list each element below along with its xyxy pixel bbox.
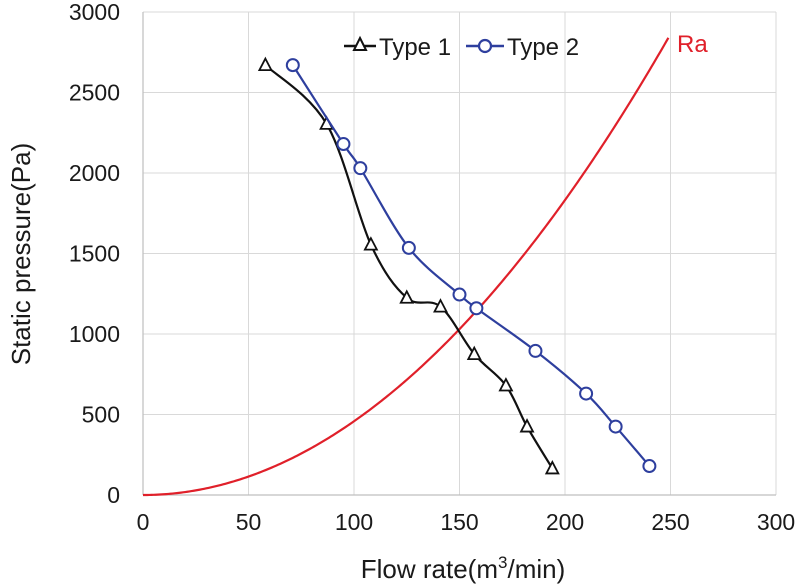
type-2-point-0 [285,58,300,73]
type-1-point-5 [466,345,482,361]
axes [142,12,776,496]
x-axis-title: Flow rate(m3/min) [361,553,566,584]
x-tick-label-100: 100 [335,509,373,535]
y-tick-label-2000: 2000 [69,160,120,186]
type-1-point-0 [257,56,273,72]
y-axis-title: Static pressure(Pa) [6,143,36,366]
type-1-point-6 [498,377,514,392]
type-2-point-8 [608,419,623,434]
y-tick-labels: 0 500 1000 1500 2000 2500 3000 [69,0,120,508]
y-tick-label-1500: 1500 [69,241,120,267]
type-2-line [291,64,651,467]
y-tick-label-3000: 3000 [69,0,120,25]
legend-type-2-marker [477,38,493,54]
ra-series-label: Ra [677,31,708,58]
x-tick-label-250: 250 [651,509,689,535]
type-1-point-2 [363,236,379,251]
ra-curve [142,37,670,497]
type-2-point-4 [452,287,467,302]
x-tick-label-300: 300 [757,509,795,535]
type-1-point-7 [519,418,535,433]
legend-type-1-label: Type 1 [379,34,451,61]
type-2-point-2 [353,161,368,176]
type-2-point-6 [528,343,543,358]
series-type-1 [257,56,560,475]
x-tick-label-200: 200 [546,509,584,535]
type-2-point-5 [469,301,484,316]
series-type-2 [285,58,657,474]
type-2-point-7 [579,386,594,401]
type-1-line [264,64,554,470]
type-2-point-1 [336,137,351,152]
legend-type-2-label: Type 2 [507,34,579,61]
x-tick-labels: 0 50 100 150 200 250 300 [137,509,796,535]
type-1-point-8 [544,459,560,475]
type-2-point-9 [642,459,657,474]
y-tick-label-1000: 1000 [69,321,120,347]
x-tick-label-0: 0 [137,509,150,535]
legend-type-1-marker [352,35,368,51]
y-tick-label-500: 500 [82,402,120,428]
grid [143,11,777,495]
x-tick-label-150: 150 [440,509,478,535]
type-1-point-4 [433,298,448,313]
x-tick-label-50: 50 [236,509,262,535]
legend: Type 1 Type 2 [344,34,579,61]
type-1-point-3 [399,289,415,304]
y-tick-label-2500: 2500 [69,80,120,106]
series-ra [142,37,670,497]
type-2-point-3 [401,240,416,255]
y-tick-label-0: 0 [107,482,120,508]
